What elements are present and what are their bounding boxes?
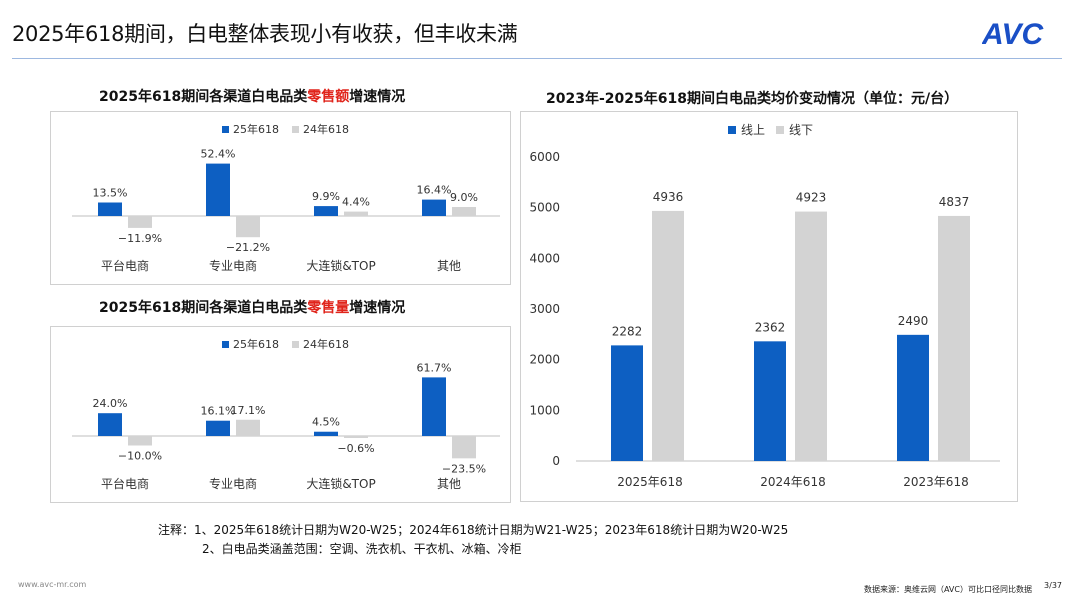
data-label-current-2: 4.5% [312, 416, 340, 429]
website-url: www.avc-mr.com [18, 580, 87, 589]
bar-current-2 [314, 431, 338, 436]
data-label-current-3: 16.4% [417, 184, 452, 197]
data-label-online-2: 2490 [898, 314, 929, 328]
bar-previous-2 [344, 436, 368, 438]
y-tick-label-2: 2000 [529, 353, 560, 367]
data-label-previous-3: 9.0% [450, 191, 478, 204]
bar-current-1 [206, 420, 230, 436]
bar-previous-3 [452, 207, 476, 216]
avc-logo-text: AVC [982, 18, 1044, 50]
data-label-current-1: 52.4% [201, 148, 236, 161]
page-number: 3/37 [1044, 581, 1062, 590]
y-tick-label-5: 5000 [529, 201, 560, 215]
bar-previous-2 [344, 211, 368, 216]
legend-swatch-online [728, 126, 736, 134]
y-tick-label-1: 1000 [529, 403, 560, 417]
legend-swatch-previous [292, 341, 299, 348]
category-label-0: 平台电商 [101, 258, 149, 273]
data-label-previous-2: −0.6% [337, 442, 374, 455]
avg-price-title: 2023年-2025年618期间白电品类均价变动情况（单位：元/台） [546, 91, 959, 107]
data-label-offline-2: 4837 [939, 195, 970, 209]
bar-current-3 [422, 199, 446, 216]
bar-previous-0 [128, 216, 152, 228]
category-label-1: 2024年618 [760, 475, 825, 489]
legend-label-offline: 线下 [789, 123, 813, 137]
data-label-previous-1: 17.1% [231, 404, 266, 417]
legend-label-previous: 24年618 [303, 122, 349, 136]
category-label-3: 其他 [437, 259, 461, 273]
avc-logo: AVC [982, 18, 1044, 50]
y-tick-label-6: 6000 [529, 150, 560, 164]
bar-current-0 [98, 202, 122, 216]
category-label-1: 专业电商 [209, 476, 257, 491]
category-label-2: 大连锁&TOP [306, 476, 375, 491]
bar-current-2 [314, 206, 338, 216]
footnotes: 注释：1、2025年618统计日期为W20-W25；2024年618统计日期为W… [158, 521, 788, 559]
bar-previous-0 [128, 436, 152, 446]
bar-current-1 [206, 163, 230, 216]
y-tick-label-4: 4000 [529, 251, 560, 265]
volume-growth-chart: 25年618 24年618 24.0% −10.0% 平台电商 16.1%17.1% 专业电… [72, 337, 500, 491]
data-label-online-1: 2362 [755, 320, 786, 334]
data-label-previous-2: 4.4% [342, 196, 370, 209]
footnote-1: 注释：1、2025年618统计日期为W20-W25；2024年618统计日期为W… [158, 523, 789, 537]
y-tick-label-0: 0 [552, 454, 560, 468]
legend-label-current: 25年618 [233, 122, 279, 136]
bar-current-3 [422, 377, 446, 436]
data-label-online-0: 2282 [612, 324, 643, 338]
bar-online-0 [611, 345, 643, 461]
footnote-2: 2、白电品类涵盖范围：空调、洗衣机、干衣机、冰箱、冷柜 [202, 542, 522, 556]
sales-growth-chart: 25年618 24年618 13.5% −11.9% 平台电商 52.4% −21.2% 专业… [72, 122, 500, 273]
data-label-previous-0: −10.0% [118, 450, 162, 463]
data-label-previous-3: −23.5% [442, 462, 486, 475]
legend-label-previous: 24年618 [303, 337, 349, 351]
bar-offline-2 [938, 215, 970, 461]
title-divider [12, 58, 1062, 59]
legend-swatch-offline [776, 126, 784, 134]
data-source: 数据来源：奥维云网（AVC）可比口径同比数据 [863, 585, 1032, 594]
category-label-2: 2023年618 [903, 475, 968, 489]
data-label-current-0: 13.5% [93, 187, 128, 200]
avg-price-chart: 线上 线下 0 1000 2000 3000 4000 5000 6000 2282 4936 202… [529, 123, 1000, 489]
bar-online-2 [897, 334, 929, 461]
bar-previous-1 [236, 216, 260, 238]
data-label-offline-0: 4936 [653, 190, 684, 204]
data-label-previous-1: −21.2% [226, 241, 270, 254]
legend-swatch-current [222, 126, 229, 133]
bar-offline-1 [795, 211, 827, 461]
category-label-0: 2025年618 [617, 475, 682, 489]
legend-label-current: 25年618 [233, 337, 279, 351]
category-label-0: 平台电商 [101, 476, 149, 491]
bar-current-0 [98, 413, 122, 436]
sales-growth-panel [50, 111, 511, 285]
bar-previous-1 [236, 419, 260, 436]
data-label-previous-0: −11.9% [118, 232, 162, 245]
legend-swatch-current [222, 341, 229, 348]
slide-title: 2025年618期间，白电整体表现小有收获，但丰收未满 [12, 22, 518, 46]
data-label-current-2: 9.9% [312, 190, 340, 203]
bar-previous-3 [452, 436, 476, 459]
data-label-offline-1: 4923 [796, 191, 827, 205]
data-label-current-0: 24.0% [93, 397, 128, 410]
volume-growth-title: 2025年618期间各渠道白电品类零售量增速情况 [99, 300, 406, 316]
category-label-3: 其他 [437, 477, 461, 491]
data-label-current-3: 61.7% [417, 361, 452, 374]
bar-offline-0 [652, 210, 684, 461]
legend-swatch-previous [292, 126, 299, 133]
y-tick-label-3: 3000 [529, 302, 560, 316]
bar-online-1 [754, 341, 786, 461]
sales-growth-title: 2025年618期间各渠道白电品类零售额增速情况 [99, 89, 406, 105]
data-label-current-1: 16.1% [201, 405, 236, 418]
category-label-2: 大连锁&TOP [306, 258, 375, 273]
legend-label-online: 线上 [741, 123, 765, 137]
category-label-1: 专业电商 [209, 258, 257, 273]
